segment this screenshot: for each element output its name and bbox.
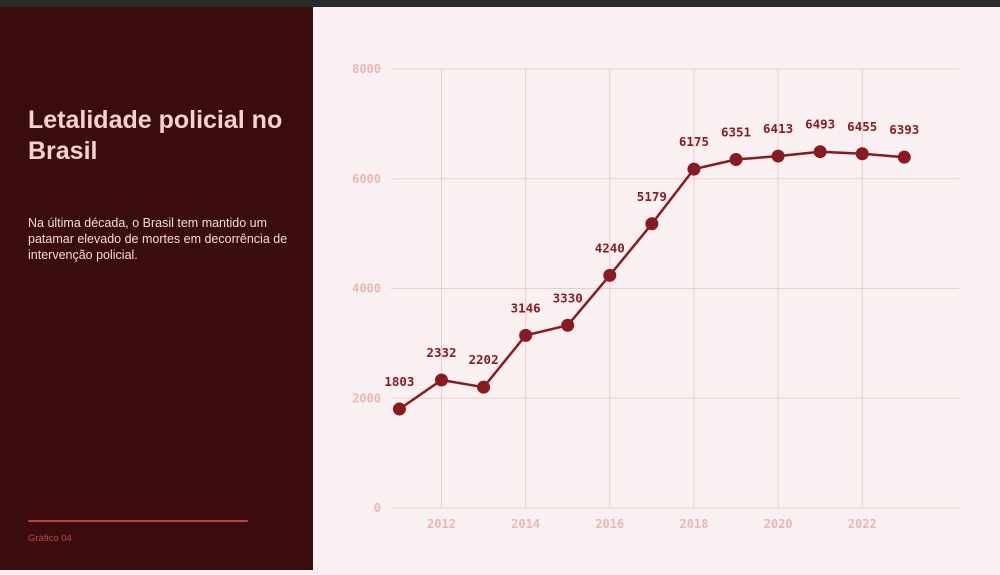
data-label: 3146 xyxy=(511,300,541,315)
data-label: 6493 xyxy=(805,117,835,132)
data-point xyxy=(392,402,406,416)
data-label: 4240 xyxy=(595,240,625,255)
data-point xyxy=(645,217,659,231)
data-label: 6175 xyxy=(679,134,709,149)
data-point xyxy=(813,145,827,159)
data-label: 5179 xyxy=(637,189,667,204)
data-point xyxy=(477,380,491,394)
y-tick-label: 2000 xyxy=(352,391,381,405)
data-point xyxy=(729,152,743,166)
data-point xyxy=(434,373,448,387)
data-label: 2332 xyxy=(426,345,456,360)
data-point xyxy=(855,147,869,161)
x-tick-label: 2014 xyxy=(511,517,540,531)
x-tick-label: 2020 xyxy=(764,517,793,531)
y-tick-label: 6000 xyxy=(352,172,381,186)
chart-area: 0 2000 4000 6000 8000 2012 2014 2016 2018 2020 202… xyxy=(313,7,1000,570)
sidebar-panel: Letalidade policial no Brasil Na última … xyxy=(0,7,313,570)
data-label: 6455 xyxy=(847,119,877,134)
data-point xyxy=(603,268,617,282)
x-tick-label: 2012 xyxy=(427,517,456,531)
data-label: 1803 xyxy=(384,374,414,389)
data-label: 6413 xyxy=(763,121,793,136)
x-tick-label: 2018 xyxy=(679,517,708,531)
y-tick-label: 8000 xyxy=(352,62,381,76)
description-text: Na última década, o Brasil tem mantido u… xyxy=(28,216,288,262)
data-label: 3330 xyxy=(553,290,583,305)
data-label: 6351 xyxy=(721,124,751,139)
y-tick-label: 0 xyxy=(374,501,381,515)
data-point xyxy=(897,150,911,164)
line-chart: 0 2000 4000 6000 8000 2012 2014 2016 2018 2020 202… xyxy=(352,62,959,531)
divider-line xyxy=(28,520,248,522)
page-title: Letalidade policial no Brasil xyxy=(28,106,283,165)
y-tick-label: 4000 xyxy=(352,282,381,296)
data-point xyxy=(561,318,575,332)
data-point xyxy=(771,149,785,163)
data-label: 6393 xyxy=(889,122,919,137)
data-point xyxy=(519,328,533,342)
chart-caption: Gráfico 04 xyxy=(28,533,72,544)
window-top-bar xyxy=(0,0,1000,7)
x-tick-label: 2022 xyxy=(848,517,877,531)
data-label: 2202 xyxy=(469,352,499,367)
x-tick-label: 2016 xyxy=(595,517,624,531)
data-point xyxy=(687,162,701,176)
